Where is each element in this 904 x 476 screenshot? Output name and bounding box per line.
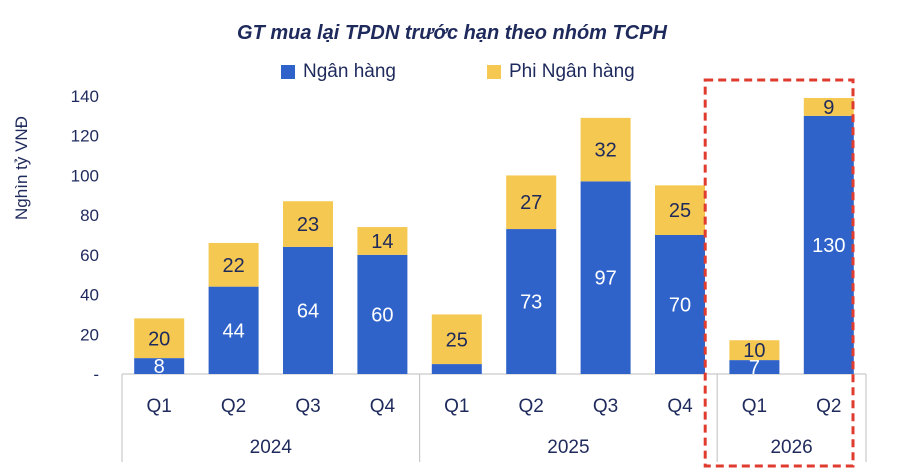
legend-label-ngan-hang: Ngân hàng	[303, 61, 396, 82]
bar-ngan-hang	[729, 360, 780, 374]
y-tick-label: 60	[80, 246, 99, 265]
bar-ngan-hang	[134, 358, 185, 374]
legend-label-phi-ngan-hang: Phi Ngân hàng	[509, 61, 635, 82]
bar-ngan-hang	[803, 115, 854, 374]
data-label-phi-ngan-hang: 10	[743, 340, 765, 362]
legend-swatch-phi-ngan-hang	[487, 65, 501, 79]
y-tick-label: 20	[80, 325, 99, 344]
data-label-phi-ngan-hang: 9	[823, 97, 834, 119]
data-label-phi-ngan-hang: 27	[520, 192, 542, 214]
y-tick-label: 80	[80, 206, 99, 225]
bar-ngan-hang	[506, 229, 557, 374]
legend-item-ngan-hang: Ngân hàng	[281, 61, 396, 83]
bar-ngan-hang	[357, 254, 408, 374]
data-label-phi-ngan-hang: 25	[669, 200, 691, 222]
x-tick-label: Q4	[370, 396, 396, 417]
bar-ngan-hang	[431, 364, 482, 374]
data-label-ngan-hang: 97	[594, 268, 616, 290]
x-tick-label: Q2	[519, 396, 544, 417]
x-group-label: 2026	[770, 437, 812, 458]
data-label-ngan-hang: 44	[222, 320, 244, 342]
bar-ngan-hang	[655, 235, 705, 374]
bar-phi-ngan-hang	[208, 242, 259, 287]
bar-ngan-hang	[580, 181, 631, 374]
data-label-phi-ngan-hang: 25	[446, 329, 468, 351]
data-label-phi-ngan-hang: 22	[222, 255, 244, 277]
x-tick-label: Q2	[816, 396, 841, 417]
data-label-ngan-hang: 130	[812, 235, 845, 257]
bar-phi-ngan-hang	[729, 340, 780, 361]
x-group-label: 2024	[250, 437, 293, 458]
bar-phi-ngan-hang	[357, 227, 408, 255]
bar-phi-ngan-hang	[431, 314, 482, 365]
x-tick-label: Q2	[221, 396, 246, 417]
y-tick-label: 100	[71, 166, 99, 185]
data-label-ngan-hang: 60	[371, 304, 393, 326]
bar-phi-ngan-hang	[506, 175, 557, 230]
data-label-phi-ngan-hang: 20	[148, 328, 170, 350]
legend-swatch-ngan-hang	[281, 65, 295, 79]
x-tick-label: Q1	[742, 396, 767, 417]
data-label-ngan-hang: 70	[669, 295, 691, 317]
x-group-label: 2025	[547, 437, 589, 458]
data-label-ngan-hang: 73	[520, 292, 542, 314]
bar-ngan-hang	[283, 246, 333, 374]
bar-phi-ngan-hang	[283, 201, 333, 247]
y-tick-label: 140	[71, 87, 99, 106]
data-label-ngan-hang: 64	[297, 300, 319, 322]
data-label-phi-ngan-hang: 32	[594, 140, 616, 162]
data-label-phi-ngan-hang: 23	[297, 214, 319, 236]
highlight-box	[703, 78, 855, 468]
x-tick-label: Q1	[147, 396, 172, 417]
x-tick-label: Q1	[444, 396, 469, 417]
y-tick-label: 120	[71, 127, 99, 146]
bar-phi-ngan-hang	[580, 117, 631, 182]
y-tick-label: 40	[80, 286, 99, 305]
legend: Ngân hàng Phi Ngân hàng	[0, 61, 904, 85]
bar-ngan-hang	[208, 286, 259, 374]
x-tick-label: Q4	[667, 396, 693, 417]
data-label-ngan-hang: 8	[154, 356, 165, 378]
data-label-ngan-hang: 7	[749, 357, 760, 379]
chart-title: GT mua lại TPDN trước hạn theo nhóm TCPH	[237, 22, 667, 44]
bar-phi-ngan-hang	[803, 97, 854, 116]
data-label-phi-ngan-hang: 14	[371, 231, 393, 253]
x-tick-label: Q3	[295, 396, 320, 417]
bar-phi-ngan-hang	[134, 318, 185, 359]
legend-item-phi-ngan-hang: Phi Ngân hàng	[487, 61, 635, 83]
bar-phi-ngan-hang	[655, 185, 705, 235]
x-tick-label: Q3	[593, 396, 618, 417]
y-tick-label: -	[93, 365, 99, 384]
